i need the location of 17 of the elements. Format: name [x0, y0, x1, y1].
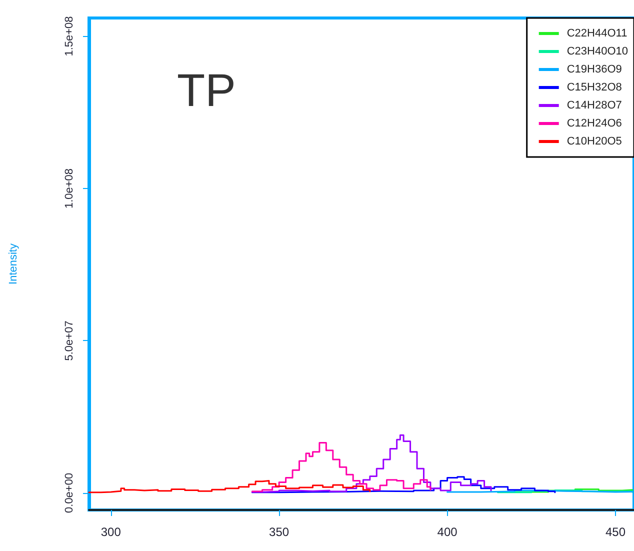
legend-label: C23H40O10	[566, 46, 628, 58]
y-tick-label: 5.0e+07	[64, 320, 76, 361]
legend-label: C12H24O6	[566, 118, 622, 130]
x-tick-label: 350	[269, 525, 290, 539]
legend-label: C15H32O8	[566, 82, 622, 94]
y-tick-label: 1.0e+08	[64, 168, 76, 209]
x-tick-label: 450	[605, 525, 626, 539]
legend-label: C22H44O11	[566, 28, 628, 40]
x-tick-label: 300	[100, 525, 122, 539]
y-tick-label: 1.5e+08	[64, 16, 76, 56]
x-tick-label: 400	[437, 525, 458, 539]
y-tick-label: 0.0e+00	[64, 472, 76, 513]
y-axis-title: Intensity	[8, 243, 20, 284]
text: TP	[177, 64, 236, 116]
legend-label: C19H36O9	[566, 64, 622, 76]
legend-label: C14H28O7	[566, 100, 622, 112]
legend-label: C10H20O5	[566, 136, 622, 148]
